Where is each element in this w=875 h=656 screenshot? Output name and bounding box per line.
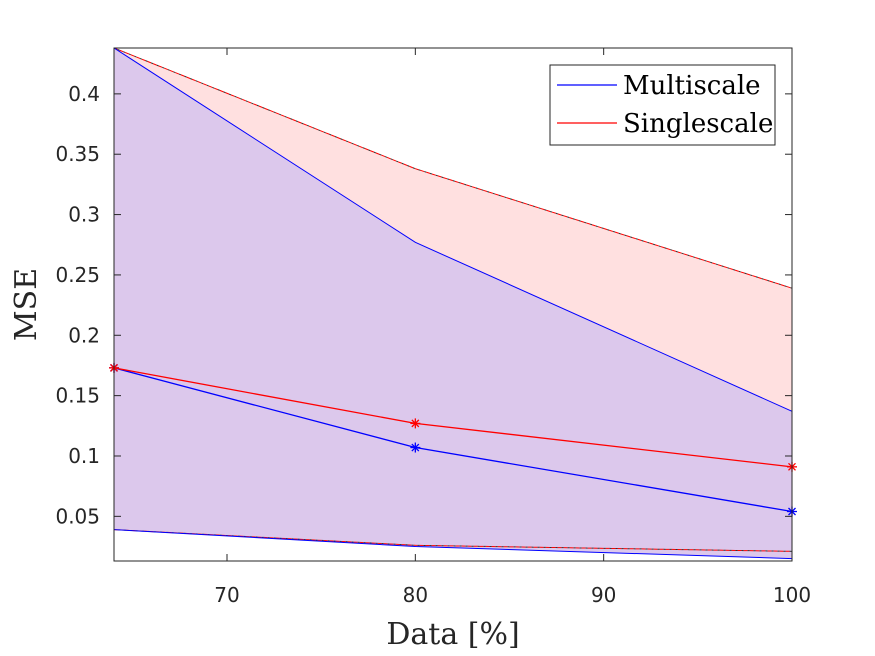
marker-multiscale-80 [410,442,421,453]
x-tick-label: 80 [403,583,428,607]
y-tick-label: 0.4 [68,82,100,106]
legend-box [549,64,776,146]
band-multiscale [114,48,792,559]
x-tick-label: 100 [773,583,811,607]
y-tick-label: 0.3 [68,203,100,227]
band-lower-multiscale [113,529,793,560]
axis-ticks: 70 80 90 100 0.05 0.1 0.15 0.2 0.25 0.3 0.35 0.4 [55,48,811,607]
y-tick-label: 0.2 [68,323,100,347]
y-tick-label: 0.1 [68,444,100,468]
band-upper-singlescale [113,47,793,289]
y-tick-label: 0.15 [55,384,100,408]
x-tick-label: 70 [214,583,239,607]
legend: Multiscale Singlescale [549,64,776,146]
legend-label-singlescale: Singlescale [623,109,773,139]
y-axis-label: MSE [9,268,44,341]
plot-area-frame [113,47,793,562]
x-axis-label: Data [%] [386,617,519,652]
y-tick-label: 0.25 [55,263,100,287]
legend-label-multiscale: Multiscale [623,71,761,101]
x-tick-label: 90 [591,583,616,607]
marker-singlescale-80 [410,418,421,429]
confidence-bands [113,47,793,560]
y-tick-label: 0.35 [55,142,100,166]
y-tick-label: 0.05 [55,504,100,528]
band-lower-singlescale [113,529,793,552]
band-upper-multiscale [113,47,793,412]
